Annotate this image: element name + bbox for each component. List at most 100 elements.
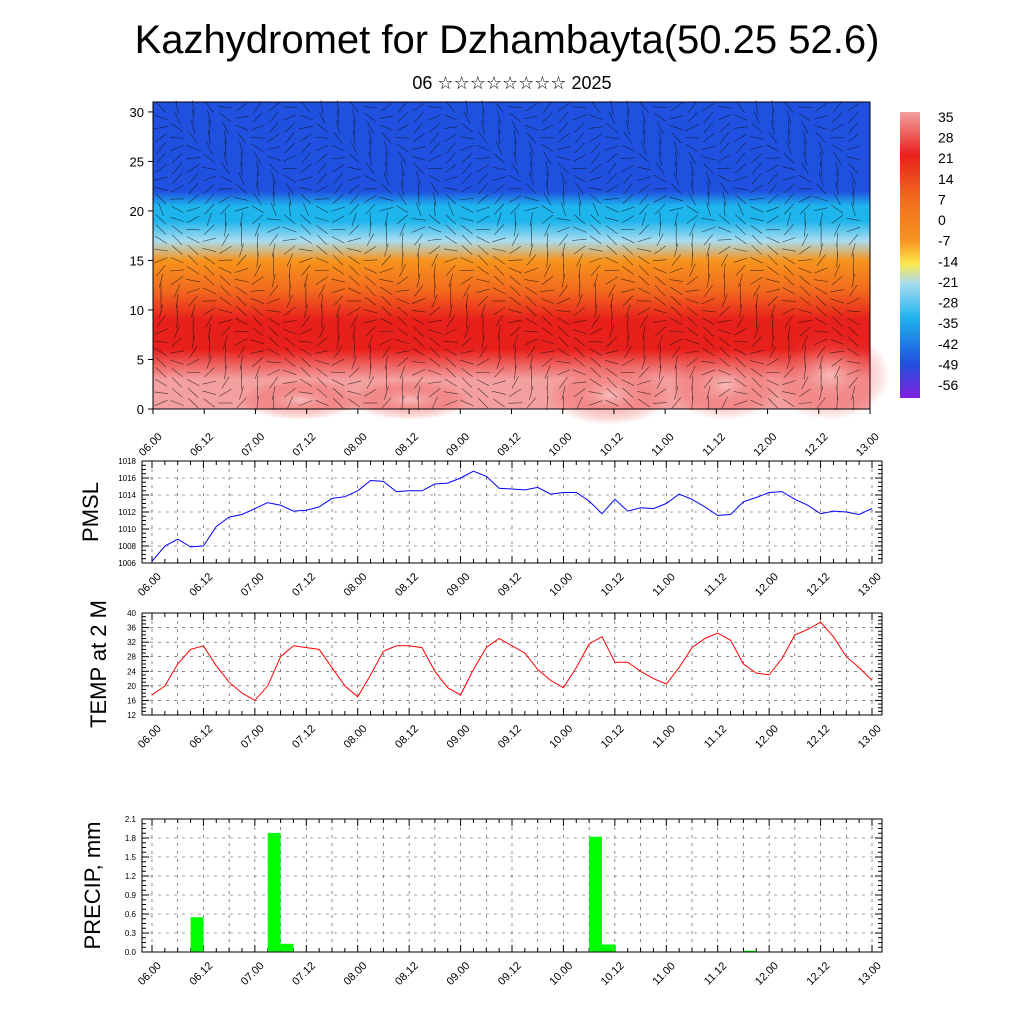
wind-barb [351, 212, 357, 227]
wind-barb [750, 256, 764, 264]
wind-barb [417, 191, 420, 207]
wind-barb [492, 390, 506, 395]
wind-barb [299, 114, 313, 121]
wind-barb [814, 286, 828, 295]
wind-barb [848, 122, 858, 134]
x-tick-label: 06.00 [136, 960, 164, 988]
wind-barb [848, 336, 859, 347]
wind-barb [654, 296, 666, 306]
wind-barb [317, 162, 327, 175]
wind-barb [751, 122, 763, 133]
wind-barb [736, 101, 746, 113]
wind-barb [782, 287, 796, 295]
wind-barb [203, 367, 215, 378]
wind-barb [256, 171, 259, 186]
wind-barb [669, 267, 683, 274]
wind-barb [621, 358, 635, 366]
wind-barb [750, 399, 764, 407]
colorbar-label: 28 [938, 130, 954, 146]
wind-barb [754, 324, 760, 339]
wind-barb [363, 175, 377, 183]
wind-barb [476, 164, 490, 173]
wind-barb [572, 329, 587, 335]
wind-barb [706, 243, 711, 257]
wind-barb [530, 151, 533, 166]
wind-barb [542, 112, 553, 123]
wind-barb [205, 315, 213, 328]
wind-barb [156, 264, 166, 277]
wind-barb [430, 182, 439, 195]
wind-barb [251, 124, 265, 131]
wind-barb [234, 268, 249, 273]
wind-barb [654, 203, 666, 215]
wind-barb [529, 243, 534, 257]
wind-barb [234, 197, 249, 201]
wind-barb [814, 279, 829, 282]
wind-barb [524, 115, 539, 120]
y-tick-label: 1006 [118, 559, 136, 568]
wind-barb [186, 358, 200, 366]
wind-barb [156, 152, 166, 164]
wind-barb [334, 345, 343, 359]
wind-barb [412, 133, 425, 143]
wind-barb [476, 215, 490, 224]
wind-barb [192, 100, 195, 115]
y-tick-label: 25 [130, 154, 144, 169]
wind-barb [250, 137, 265, 139]
wind-barb [851, 243, 856, 257]
wind-barb [493, 265, 505, 276]
wind-barb [256, 161, 260, 176]
wind-barb [239, 386, 244, 400]
wind-barb [784, 315, 793, 328]
wind-barb [204, 193, 214, 205]
wind-barb [460, 257, 474, 264]
wind-barb [331, 206, 345, 212]
wind-barb [444, 114, 458, 121]
wind-barb [347, 248, 362, 252]
wind-barb [605, 184, 618, 193]
wind-barb [508, 402, 523, 404]
wind-barb [461, 153, 473, 164]
wind-barb [653, 267, 667, 274]
wind-barb [529, 386, 534, 400]
wind-barb [605, 399, 619, 407]
wind-barb [480, 304, 486, 318]
wind-barb [170, 205, 184, 213]
wind-barb [816, 346, 826, 358]
wind-barb [460, 205, 474, 213]
wind-barb [782, 380, 796, 385]
wind-barb [578, 263, 581, 278]
wind-barb [784, 193, 794, 205]
wind-barb [831, 326, 843, 337]
y-tick-label: 1.8 [125, 834, 137, 843]
wind-barb [847, 317, 860, 326]
wind-barb [396, 276, 409, 285]
x-tick-label: 12.12 [804, 571, 832, 599]
wind-barb [639, 203, 649, 215]
wind-barb [594, 304, 598, 319]
wind-barb [526, 254, 537, 266]
wind-barb [347, 176, 361, 182]
wind-barb [493, 367, 505, 378]
wind-barb [413, 122, 424, 134]
wind-barb [412, 102, 425, 112]
wind-barb [266, 146, 281, 150]
wind-barb [717, 381, 732, 384]
wind-barb [493, 184, 505, 194]
wind-barb [558, 122, 569, 134]
wind-barb [234, 206, 249, 212]
wind-barb [653, 308, 667, 314]
wind-barb [674, 243, 679, 257]
wind-barb [379, 197, 394, 201]
wind-barb [154, 248, 168, 252]
wind-barb [461, 234, 473, 246]
wind-barb [556, 297, 571, 305]
colorbar-label: 7 [938, 191, 946, 207]
y-tick-label: 1010 [118, 525, 136, 534]
wind-barb [364, 245, 377, 255]
x-tick-label: 07.12 [290, 960, 318, 988]
wind-barb [188, 173, 199, 184]
wind-barb [830, 350, 845, 354]
wind-barb [749, 136, 764, 140]
wind-barb [299, 328, 313, 335]
